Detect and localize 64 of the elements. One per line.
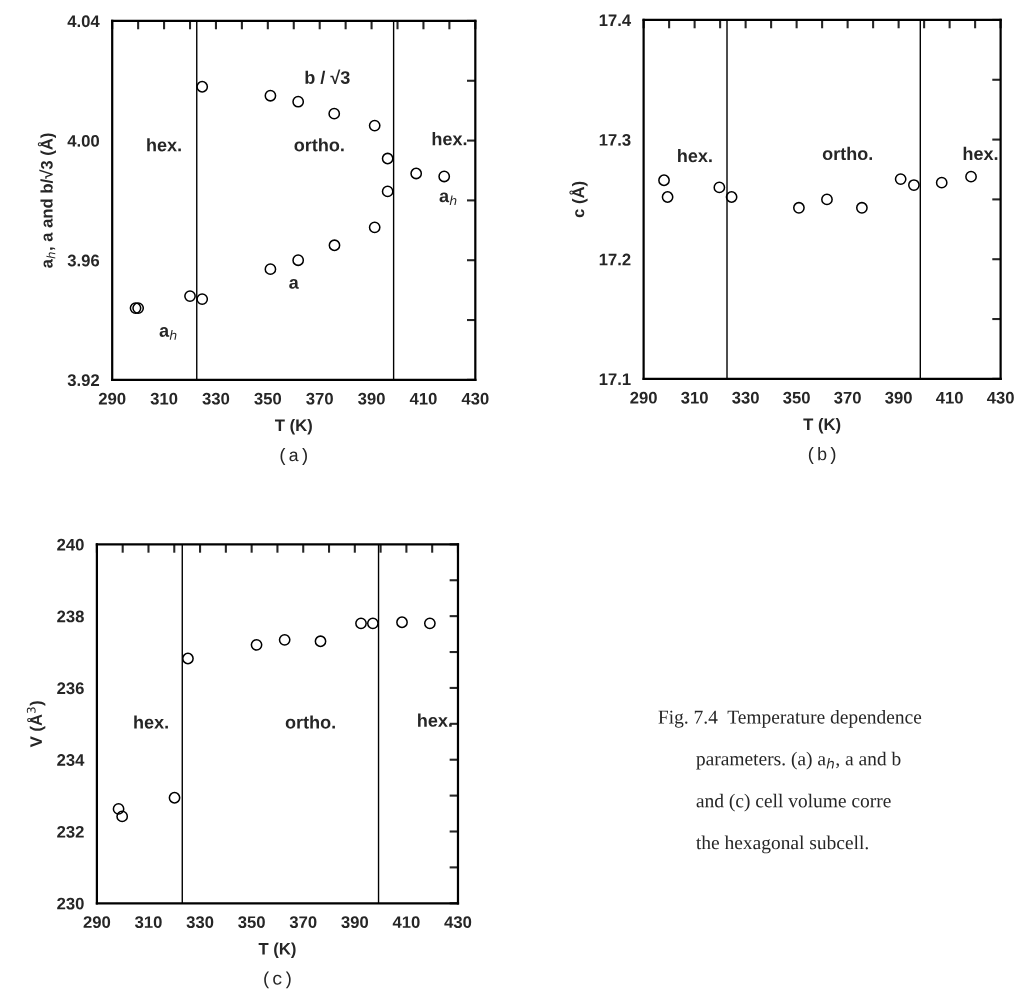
x-tick-label: 350 [254,392,282,405]
annotation: ortho. [822,146,873,161]
x-tick-label: 430 [444,916,472,929]
y-tick-label: 234 [57,754,85,766]
y-tick-label: 238 [57,610,84,623]
x-tick-label: 390 [341,916,369,929]
x-axis-title: T (K) [258,942,296,958]
y-tick-label: 3.96 [67,254,100,267]
annotation: hex. [147,138,181,152]
x-tick-label: 430 [986,391,1014,404]
text: the hexagonal subcell. [696,835,868,854]
annotation: a$_{h}$ [439,192,457,206]
y-tick-label: 230 [57,897,84,910]
y-axis-title: V (Å$^{3}$) [26,701,46,748]
x-tick-label: 410 [409,392,437,405]
annotation: hex. [963,146,998,161]
annotation: ortho. [294,138,344,152]
x-tick-label: 290 [630,391,657,404]
x-tick-label: 390 [358,392,385,405]
x-tick-label: 310 [681,391,708,404]
annotation: ortho. [285,715,335,729]
x-tick-label: 310 [150,392,178,405]
x-tick-label: 330 [186,916,214,929]
x-tick-label: 330 [202,392,230,405]
x-tick-label: 350 [238,916,265,929]
x-tick-label: 370 [289,916,317,929]
x-tick-label: 430 [461,392,489,405]
y-tick-label: 3.92 [67,374,100,387]
text: (c) [264,971,291,989]
x-tick-label: 410 [392,916,420,929]
annotation: a$_{h}$ [159,327,177,340]
x-tick-label: 410 [935,391,963,404]
y-tick-label: 17.3 [599,133,631,146]
x-tick-label: 370 [306,392,333,405]
x-tick-label: 290 [83,916,111,929]
text: parameters. (a) a$_{h}$, a and b [696,751,901,770]
y-tick-label: 240 [57,538,84,551]
y-tick-label: 236 [57,682,84,695]
annotation: hex. [134,715,168,729]
text: and (c) cell volume corre [696,793,891,812]
y-tick-label: 17.4 [599,14,632,26]
x-axis-title: T (K) [274,419,312,435]
y-tick-label: 4.04 [67,15,100,28]
text: (a) [280,448,307,465]
annotation: hex. [678,148,712,163]
annotation: hex. [432,132,467,146]
annotation: b / √3 [305,69,350,85]
x-tick-label: 390 [885,391,912,404]
y-axis-title: c (Å) [569,181,588,218]
y-tick-label: 4.00 [67,134,100,147]
x-tick-label: 290 [98,392,126,405]
y-axis-title: a$_{h}$, a and b/√3 (Å) [37,133,56,268]
annotation: a [289,278,299,289]
y-tick-label: 17.1 [599,373,631,385]
x-tick-label: 350 [783,391,810,404]
caption: Fig. 7.4 Temperature dependence [658,709,922,728]
annotation: hex. [418,713,452,727]
y-tick-label: 232 [57,825,84,838]
x-tick-label: 370 [834,391,861,404]
y-tick-label: 17.2 [599,253,631,266]
x-tick-label: 310 [134,916,162,929]
x-tick-label: 330 [732,391,759,404]
text: (b) [808,447,836,464]
x-axis-title: T (K) [803,418,841,434]
